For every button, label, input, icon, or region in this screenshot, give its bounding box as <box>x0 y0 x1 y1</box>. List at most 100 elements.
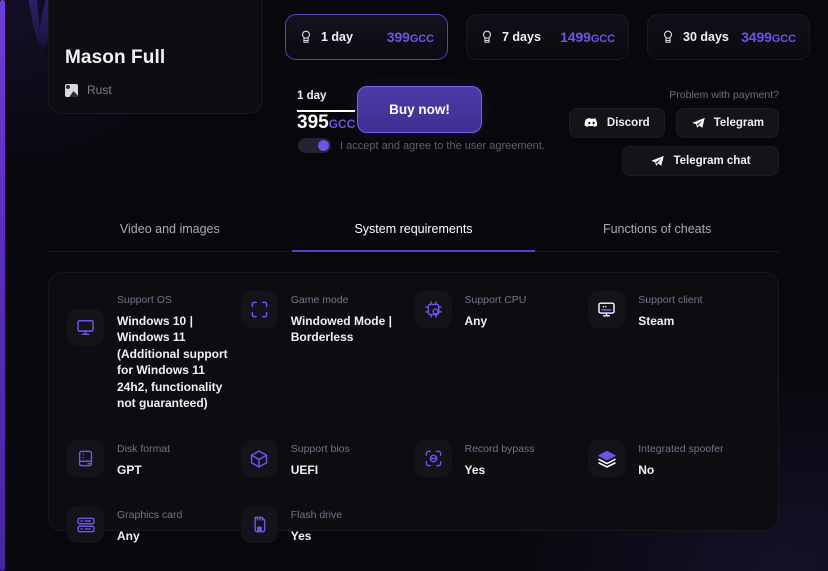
spec-value: Any <box>117 529 140 544</box>
duration-option-1-day[interactable]: 1 day 399GCC <box>285 14 448 60</box>
spec-value: Yes <box>464 462 486 477</box>
payment-problem-label: Problem with payment? <box>669 89 779 101</box>
purchase-price-currency: GCC <box>328 117 356 131</box>
duration-price-amount: 3499 <box>741 29 772 45</box>
duration-option-7-days[interactable]: 7 days 1499GCC <box>466 14 629 60</box>
duration-price-currency: GCC <box>771 33 796 45</box>
product-title: Mason Full <box>65 47 166 68</box>
product-card[interactable]: Mason Full Rust <box>48 0 263 114</box>
spec-value: Steam <box>638 313 675 328</box>
frame-icon <box>251 301 268 318</box>
product-tag-row: Rust <box>65 83 112 97</box>
spec-icon-wrap <box>67 506 104 544</box>
discord-icon <box>584 117 598 127</box>
cpu-icon <box>424 301 442 318</box>
agreement-label: I accept and agree to the user agreement… <box>340 139 545 152</box>
purchase-term: 1 day <box>297 90 327 102</box>
layers-icon <box>598 450 616 468</box>
spec-key: Game mode <box>290 294 349 306</box>
display-icon <box>598 302 615 317</box>
usb-icon <box>254 516 266 533</box>
tab-system-requirements[interactable]: System requirements <box>291 222 536 252</box>
duration-option-30-days[interactable]: 30 days 3499GCC <box>647 14 810 60</box>
spec-key: Support bios <box>290 443 350 456</box>
spec-value: Yes <box>290 529 312 544</box>
spec-value: No <box>638 462 655 477</box>
scan-icon <box>425 450 441 467</box>
duration-price: 399GCC <box>387 29 434 45</box>
duration-options: 1 day 399GCC 7 days 1499GCC 30 d <box>285 14 810 60</box>
spec-game-mode: Game mode Windowed Mode | Borderless <box>240 291 415 346</box>
discord-button-label: Discord <box>606 117 650 129</box>
spec-key: Support OS <box>117 294 172 306</box>
duration-price-currency: GCC <box>409 33 434 45</box>
telegram-icon <box>691 117 705 128</box>
spec-graphics-card: Graphics card Any <box>67 506 241 544</box>
spec-support-cpu: Support CPU Any <box>414 291 589 329</box>
spec-disk-format: Disk format GPT <box>67 440 241 478</box>
spec-key: Graphics card <box>117 509 183 522</box>
purchase-price-amount: 395 <box>297 112 329 133</box>
gpu-icon <box>76 517 95 533</box>
spec-value: GPT <box>117 462 142 477</box>
duration-label: 1 day <box>321 30 353 44</box>
spec-record-bypass: Record bypass Yes <box>414 440 589 478</box>
spec-icon-wrap <box>240 440 278 478</box>
spec-icon-wrap <box>588 291 626 328</box>
discord-button[interactable]: Discord <box>568 108 665 138</box>
duration-label: 30 days <box>683 30 729 44</box>
buy-now-button[interactable]: Buy now! <box>357 86 482 133</box>
spec-flash-drive: Flash drive Yes <box>240 506 415 544</box>
spec-support-os: Support OS Windows 10 | Windows 11 (Addi… <box>67 291 241 412</box>
broken-image-icon <box>65 83 78 97</box>
spec-value: Windows 10 | Windows 11 (Additional supp… <box>117 313 228 411</box>
page-scrollbar-track[interactable] <box>0 0 6 571</box>
spec-support-bios: Support bios UEFI <box>240 440 415 478</box>
disk-icon <box>78 450 93 467</box>
duration-label: 7 days <box>502 30 541 44</box>
monitor-icon <box>77 320 94 335</box>
telegram-button-label: Telegram <box>713 117 764 129</box>
telegram-chat-label: Telegram chat <box>673 155 751 167</box>
spec-icon-wrap <box>240 506 278 544</box>
telegram-chat-button[interactable]: Telegram chat <box>622 146 779 176</box>
spec-value: Any <box>464 313 488 328</box>
agreement-toggle-knob <box>318 140 329 151</box>
medal-icon <box>663 30 673 43</box>
medal-icon <box>301 30 311 43</box>
spec-key: Disk format <box>117 443 171 456</box>
tab-functions-of-cheats[interactable]: Functions of cheats <box>535 222 780 252</box>
system-requirements-panel: Support OS Windows 10 | Windows 11 (Addi… <box>48 272 779 544</box>
spec-icon-wrap <box>588 440 626 478</box>
spec-support-client: Support client Steam <box>588 291 762 329</box>
telegram-button[interactable]: Telegram <box>675 108 779 138</box>
agreement-row: I accept and agree to the user agreement… <box>298 138 545 153</box>
spec-key: Record bypass <box>464 443 535 456</box>
spec-key: Integrated spoofer <box>638 443 724 456</box>
duration-price: 3499GCC <box>741 29 796 45</box>
spec-icon-wrap <box>67 440 104 478</box>
spec-key: Flash drive <box>290 509 343 522</box>
spec-value: Windowed Mode | Borderless <box>290 313 392 345</box>
spec-key: Support client <box>638 294 703 306</box>
spec-value: UEFI <box>290 462 319 477</box>
duration-price: 1499GCC <box>560 29 615 45</box>
cube-icon <box>251 449 268 468</box>
purchase-price: 395GCC <box>297 110 356 133</box>
agreement-toggle[interactable] <box>298 138 331 153</box>
medal-icon <box>482 30 492 43</box>
spec-icon-wrap <box>67 309 104 346</box>
telegram-icon <box>651 155 665 166</box>
page-scrollbar-thumb[interactable] <box>0 0 5 571</box>
product-game-label: Rust <box>87 83 112 97</box>
spec-icon-wrap <box>414 440 452 478</box>
duration-price-currency: GCC <box>590 33 615 45</box>
spec-icon-wrap <box>240 291 278 328</box>
specs-grid: Support OS Windows 10 | Windows 11 (Addi… <box>67 291 762 545</box>
content-tabs: Video and images System requirements Fun… <box>48 222 780 252</box>
duration-price-amount: 399 <box>386 29 410 45</box>
tab-video-and-images[interactable]: Video and images <box>48 222 292 252</box>
spec-integrated-spoofer: Integrated spoofer No <box>588 440 762 478</box>
spec-icon-wrap <box>414 291 452 328</box>
